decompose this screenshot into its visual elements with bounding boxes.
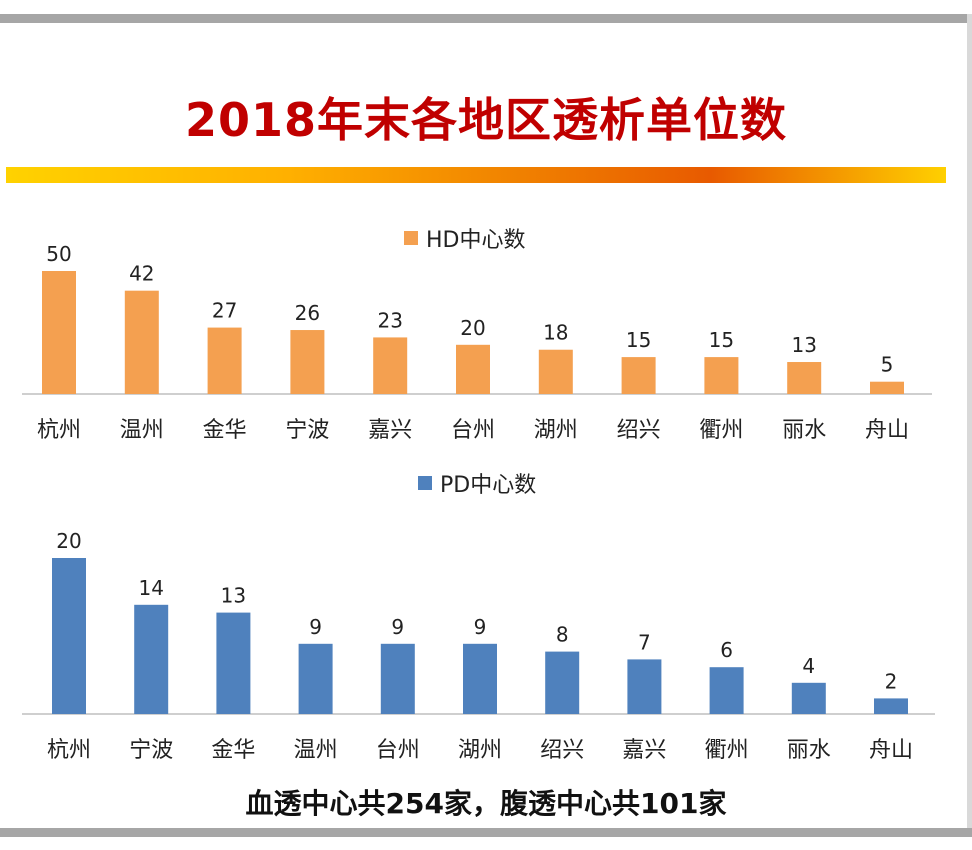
- hd-bar: [621, 357, 656, 394]
- hd-bar: [456, 344, 490, 394]
- hd-value-label: 5: [881, 353, 894, 377]
- hd-bar: [207, 327, 242, 394]
- hd-bar: [42, 271, 76, 394]
- hd-category-label: 绍兴: [617, 418, 661, 443]
- hd-category-label: 金华: [203, 418, 247, 443]
- pd-value-label: 2: [885, 669, 898, 693]
- summary-footer: 血透中心共254家，腹透中心共101家: [245, 787, 727, 820]
- pd-category-label: 台州: [376, 738, 420, 763]
- hd-value-label: 23: [377, 308, 402, 332]
- hd-value-label: 13: [791, 333, 816, 357]
- pd-bar: [52, 558, 86, 714]
- pd-bar: [380, 643, 415, 714]
- pd-category-label: 金华: [211, 738, 255, 763]
- hd-bar: [538, 349, 573, 394]
- hd-bar: [290, 330, 325, 394]
- hd-value-label: 15: [709, 328, 734, 352]
- hd-value-label: 42: [129, 262, 154, 286]
- pd-bar: [627, 659, 662, 714]
- pd-category-label: 温州: [294, 738, 338, 763]
- pd-bar: [134, 604, 169, 714]
- hd-category-label: 台州: [451, 418, 495, 443]
- top-frame-bar: [0, 14, 972, 23]
- hd-category-label: 丽水: [782, 418, 826, 443]
- hd-bar: [787, 362, 822, 394]
- pd-value-label: 4: [802, 654, 815, 678]
- hd-legend-label: HD中心数: [426, 228, 526, 253]
- hd-value-label: 15: [626, 328, 651, 352]
- pd-value-label: 9: [391, 615, 404, 639]
- hd-category-label: 湖州: [534, 418, 578, 443]
- hd-value-label: 18: [543, 321, 568, 345]
- pd-category-label: 杭州: [47, 738, 91, 763]
- pd-bar: [216, 612, 251, 714]
- right-frame-edge: [967, 14, 972, 837]
- hd-category-label: 杭州: [37, 418, 81, 443]
- pd-category-label: 绍兴: [540, 738, 584, 763]
- pd-value-label: 7: [638, 630, 651, 654]
- hd-value-label: 50: [46, 242, 71, 266]
- pd-category-label: 丽水: [787, 738, 831, 763]
- pd-category-label: 宁波: [129, 738, 173, 763]
- hd-legend: HD中心数: [404, 222, 525, 254]
- pd-value-label: 8: [556, 623, 569, 647]
- hd-bar: [124, 290, 159, 394]
- pd-category-label: 舟山: [869, 738, 913, 763]
- bottom-frame-bar: [0, 828, 972, 837]
- hd-category-label: 衢州: [699, 418, 743, 443]
- chart-title: 2018年末各地区透析单位数: [184, 93, 788, 147]
- pd-legend-label: PD中心数: [440, 473, 537, 498]
- hd-bar: [373, 337, 408, 394]
- hd-value-label: 26: [295, 301, 320, 325]
- pd-legend: PD中心数: [418, 467, 536, 499]
- hd-category-label: 温州: [120, 418, 164, 443]
- pd-category-label: 湖州: [458, 738, 502, 763]
- pd-bar: [791, 682, 826, 714]
- title-underline-band: [6, 167, 946, 183]
- pd-value-label: 13: [221, 584, 246, 608]
- pd-bar: [874, 698, 908, 714]
- pd-value-label: 9: [474, 615, 487, 639]
- hd-category-label: 宁波: [285, 418, 329, 443]
- hd-value-label: 27: [212, 299, 237, 323]
- pd-category-label: 嘉兴: [622, 738, 666, 763]
- pd-bar: [709, 667, 744, 714]
- pd-value-label: 6: [720, 638, 733, 662]
- hd-category-label: 舟山: [865, 418, 909, 443]
- pd-legend-swatch: [418, 476, 432, 490]
- pd-value-label: 20: [56, 529, 81, 553]
- pd-bar: [545, 651, 580, 714]
- hd-legend-swatch: [404, 231, 418, 245]
- pd-bar: [298, 643, 333, 714]
- pd-value-label: 9: [309, 615, 322, 639]
- hd-bar: [704, 357, 739, 394]
- hd-value-label: 20: [460, 316, 485, 340]
- pd-bar: [463, 643, 497, 714]
- hd-category-label: 嘉兴: [368, 418, 412, 443]
- pd-value-label: 14: [138, 576, 163, 600]
- pd-category-label: 衢州: [705, 738, 749, 763]
- hd-bar: [870, 381, 904, 394]
